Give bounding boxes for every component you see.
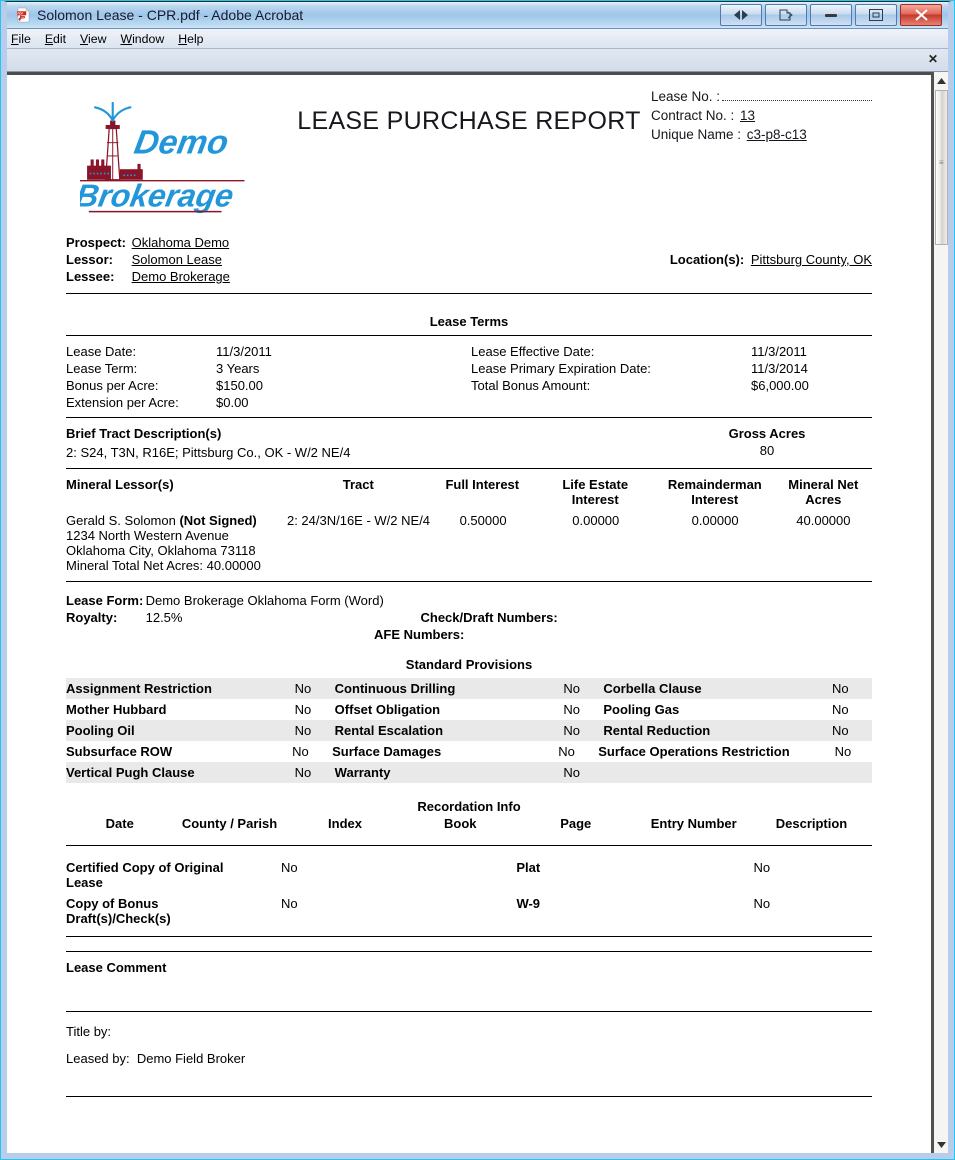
svg-text:Brokerage: Brokerage	[80, 178, 236, 214]
svg-text:Demo: Demo	[131, 124, 231, 162]
svg-text:PDF: PDF	[18, 11, 24, 15]
